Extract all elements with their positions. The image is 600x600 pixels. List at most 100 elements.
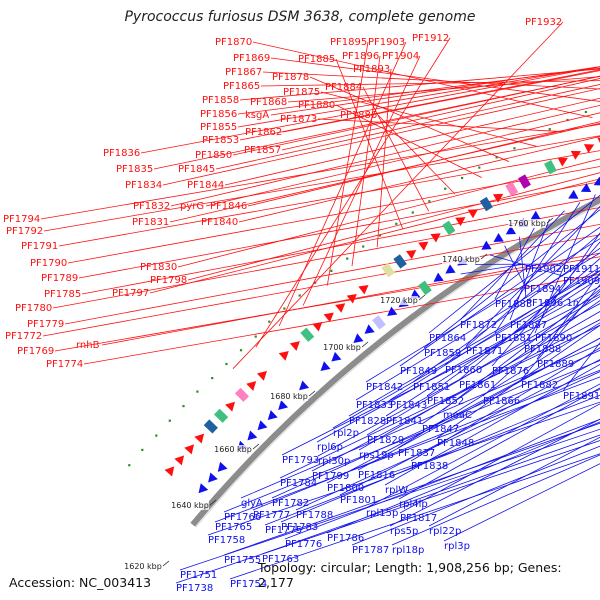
reverse-gene-label: PF1751	[180, 570, 217, 581]
forward-gene-arrow	[570, 150, 582, 160]
forward-gene-label: PF1832	[133, 201, 170, 212]
reverse-leader-line	[311, 319, 600, 472]
reverse-gene-label: PF1841	[386, 416, 423, 427]
forward-gene-label: PF1873	[280, 114, 317, 125]
reverse-gene-label: PF1755	[224, 555, 261, 566]
forward-gene-arrow	[323, 312, 334, 323]
gc-track-dot	[141, 448, 144, 451]
forward-gene-label: PF1885	[298, 54, 335, 65]
reverse-leader-line	[317, 303, 600, 457]
cog-gene-block	[381, 262, 395, 278]
forward-gene-label: PF1862	[245, 127, 282, 138]
reverse-gene-label: PF1881	[495, 333, 532, 344]
ticks-layer: 1620 kbp 1640 kbp 1660 kbp 1680 kbp 1700 kbp…	[124, 217, 554, 571]
forward-leader-line	[238, 136, 600, 223]
reverse-gene-label: PF1896.1n	[526, 298, 579, 309]
reverse-gene-label: PF1777	[253, 510, 290, 521]
gc-track-dot	[155, 434, 158, 437]
reverse-gene-label: PF1829	[367, 435, 404, 446]
forward-leader-line	[83, 273, 600, 365]
forward-gene-label: PF1880	[298, 100, 335, 111]
gc-track-dot	[211, 377, 214, 380]
forward-gene-label: PF1886	[340, 110, 377, 121]
reverse-leader-line	[351, 445, 600, 546]
reverse-gene-label: rpl2p	[333, 428, 359, 439]
reverse-leader-line	[459, 210, 565, 321]
reverse-leader-line	[534, 194, 596, 334]
forward-leader-line	[302, 55, 421, 306]
forward-leader-line	[335, 58, 404, 230]
reverse-gene-label: PF1817	[400, 513, 437, 524]
reverse-leader-line	[357, 337, 600, 471]
tick-mark	[546, 217, 554, 224]
reverse-leader-line	[442, 288, 600, 411]
forward-leader-line	[54, 256, 600, 352]
reverse-leader-line	[214, 376, 600, 523]
forward-leader-line	[43, 135, 600, 232]
tick-label-bg	[442, 255, 480, 264]
reverse-gene-arrow	[278, 400, 289, 410]
reverse-gene-arrow	[580, 183, 592, 193]
tick-label: 1620 kbp	[124, 562, 162, 571]
tick-label-bg	[508, 219, 546, 228]
forward-leader-line	[270, 66, 600, 116]
gc-track-dot	[283, 307, 286, 310]
gc-track-dot	[548, 128, 551, 131]
gc-track-dot	[444, 187, 447, 190]
reverse-gene-arrow	[353, 333, 364, 343]
reverse-gene-label: PF1902	[525, 264, 562, 275]
reverse-gene-arrow	[208, 472, 218, 483]
reverse-leader-line	[261, 434, 600, 555]
reverse-leader-line	[397, 322, 600, 449]
forward-gene-label: PF1912	[412, 33, 449, 44]
reverse-gene-arrow	[198, 483, 209, 494]
tick-label: 1640 kbp	[171, 501, 209, 510]
reverse-leader-line	[491, 241, 600, 367]
reverse-leader-line	[428, 194, 600, 334]
forward-gene-label: PF1884	[325, 82, 362, 93]
reverse-gene-label: PF1876	[492, 366, 529, 377]
forward-gene-arrow	[557, 157, 568, 167]
reverse-gene-label: PF1837	[398, 448, 435, 459]
forward-gene-label: PF1858	[202, 95, 239, 106]
forward-leader-line	[239, 69, 600, 141]
tick-label: 1720 kbp	[380, 296, 418, 305]
reverse-gene-label: PF1775	[265, 525, 302, 536]
reverse-gene-label: PF1852	[427, 396, 464, 407]
gc-track-dot	[566, 118, 569, 122]
reverse-gene-label: PF1872	[460, 320, 497, 331]
gc-track-dot	[378, 234, 382, 237]
forward-gene-label: PF1774	[46, 359, 83, 370]
map-title: Pyrococcus furiosus DSM 3638, complete g…	[124, 9, 476, 25]
forward-gene-label: PF1875	[283, 87, 320, 98]
reverse-gene-label: PF1860	[445, 365, 482, 376]
tick-label: 1700 kbp	[323, 343, 361, 352]
forward-gene-label: PF1792	[6, 226, 43, 237]
tick-mark	[209, 499, 217, 506]
reverse-gene-arrow	[568, 189, 579, 199]
reverse-leader-line	[229, 453, 600, 580]
reverse-leader-line	[365, 238, 600, 383]
reverse-gene-label: PF1838	[411, 461, 448, 472]
forward-gene-label: PF1769	[17, 346, 54, 357]
tick-label: 1660 kbp	[214, 445, 252, 454]
reverse-gene-label: PF1786	[327, 533, 364, 544]
gc-track-dot	[330, 269, 333, 272]
reverse-leader-line	[271, 349, 600, 499]
reverse-gene-label: PF1784	[280, 478, 317, 489]
cog-gene-block	[300, 327, 315, 342]
reverse-gene-label: PF1911	[563, 264, 600, 275]
reverse-leader-line	[412, 247, 600, 383]
forward-gene-arrow	[335, 303, 346, 313]
tick-mark	[308, 390, 316, 397]
gc-track-dot	[428, 200, 431, 203]
reverse-gene-label: PF1754	[230, 579, 267, 590]
forward-gene-label: PF1830	[140, 262, 177, 273]
forward-leader-line	[224, 97, 600, 186]
forward-gene-arrow	[346, 294, 357, 304]
tick-label-bg	[171, 501, 209, 510]
tick-label-bg	[323, 343, 361, 352]
forward-leader-line	[320, 91, 537, 147]
reverse-gene-label: PF1871	[466, 346, 503, 357]
